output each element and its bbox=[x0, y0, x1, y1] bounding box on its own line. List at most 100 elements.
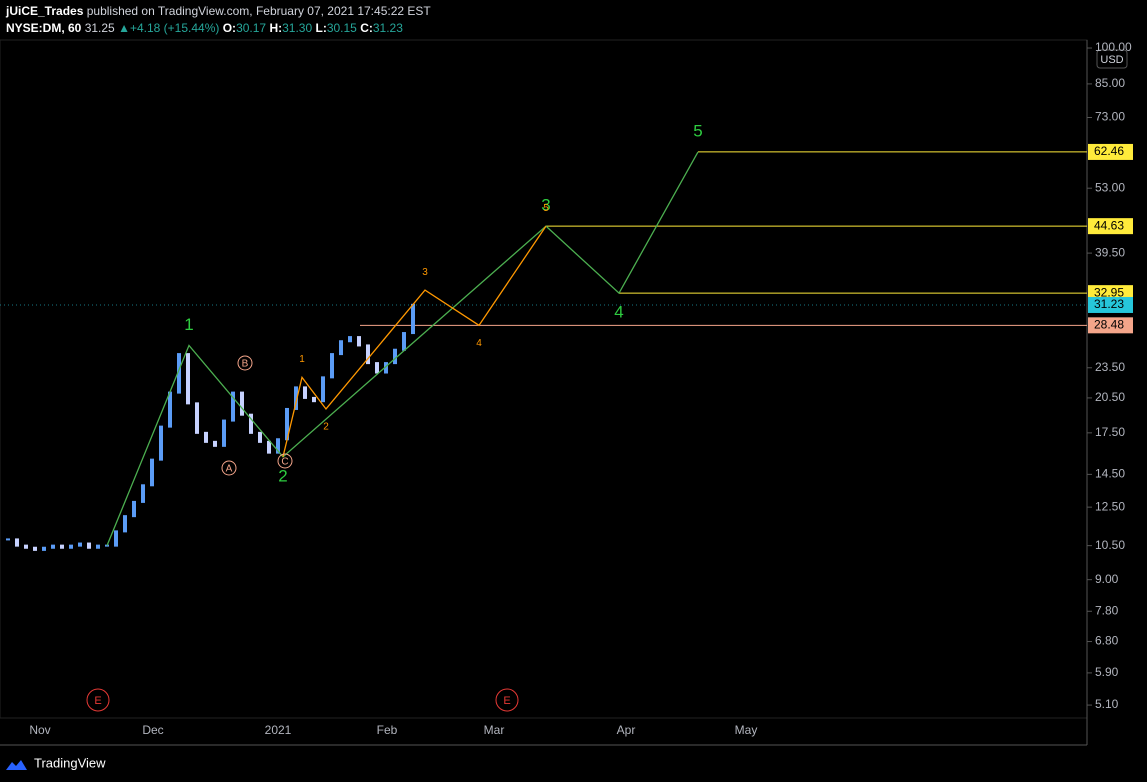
circled-label: C bbox=[281, 457, 288, 468]
candle bbox=[357, 336, 361, 347]
candle bbox=[114, 530, 118, 547]
candle bbox=[285, 407, 289, 441]
high: 31.30 bbox=[282, 21, 313, 35]
label-circle bbox=[277, 453, 293, 469]
y-tick-label: 14.50 bbox=[1095, 467, 1125, 481]
low: 30.15 bbox=[326, 21, 357, 35]
y-tick-label: 73.00 bbox=[1095, 110, 1125, 124]
label-circle bbox=[237, 355, 253, 371]
candle bbox=[231, 391, 235, 422]
candle bbox=[186, 353, 190, 405]
level-box bbox=[1088, 317, 1133, 334]
wave-label: 1 bbox=[299, 354, 305, 365]
candle bbox=[15, 538, 19, 547]
wave-label: 4 bbox=[476, 338, 482, 349]
level-label: 62.46 bbox=[1094, 144, 1124, 158]
wave-label: 5 bbox=[543, 203, 549, 214]
circled-label: E bbox=[503, 695, 510, 707]
level-label: 28.48 bbox=[1094, 317, 1124, 331]
x-tick-label: May bbox=[735, 723, 758, 737]
candle bbox=[330, 353, 334, 379]
candle bbox=[276, 438, 280, 454]
arrow: ▲ bbox=[118, 21, 130, 35]
candle bbox=[159, 425, 163, 461]
label-circle bbox=[495, 688, 519, 712]
candle bbox=[42, 546, 46, 551]
candle bbox=[312, 396, 316, 403]
y-tick-label: 5.90 bbox=[1095, 665, 1119, 679]
x-tick-label: Nov bbox=[29, 723, 50, 737]
candle bbox=[411, 303, 415, 335]
candle bbox=[141, 484, 145, 503]
candle bbox=[78, 542, 82, 547]
candle bbox=[339, 340, 343, 356]
wave-line bbox=[282, 225, 547, 457]
wave-label: 2 bbox=[278, 466, 287, 485]
author: jUiCE_Trades bbox=[6, 4, 84, 18]
y-tick-label: 6.80 bbox=[1095, 634, 1119, 648]
y-tick-label: 10.50 bbox=[1095, 538, 1125, 552]
h-label: H: bbox=[269, 21, 283, 35]
candle bbox=[6, 538, 10, 541]
wave-line bbox=[106, 151, 699, 546]
change: +4.18 (+15.44%) bbox=[129, 21, 220, 35]
candle bbox=[96, 544, 100, 549]
wave-label: 1 bbox=[184, 315, 193, 334]
candle bbox=[51, 544, 55, 549]
y-tick-label: 9.00 bbox=[1095, 572, 1119, 586]
o-label: O: bbox=[222, 21, 237, 35]
x-tick-label: 2021 bbox=[265, 723, 292, 737]
level-box bbox=[1088, 143, 1133, 160]
y-tick-label: 5.10 bbox=[1095, 697, 1119, 711]
wave-label: 2 bbox=[323, 422, 329, 433]
level-label: 31.23 bbox=[1094, 297, 1124, 311]
wave-label: 5 bbox=[693, 121, 702, 140]
y-tick-label: 20.50 bbox=[1095, 390, 1125, 404]
candle bbox=[258, 431, 262, 443]
candle bbox=[384, 362, 388, 374]
published: published on TradingView.com, February 0… bbox=[86, 4, 431, 18]
candle bbox=[168, 391, 172, 428]
circled-label: E bbox=[94, 695, 101, 707]
candle bbox=[132, 500, 136, 518]
label-circle bbox=[86, 688, 110, 712]
level-label: 44.63 bbox=[1094, 218, 1124, 232]
wave-label: 4 bbox=[614, 303, 623, 322]
logo bbox=[6, 760, 27, 770]
candle bbox=[204, 431, 208, 443]
candle bbox=[33, 546, 37, 551]
candle bbox=[240, 391, 244, 416]
circled-label: B bbox=[242, 359, 249, 370]
candle bbox=[348, 336, 352, 343]
candle bbox=[375, 362, 379, 374]
level-box bbox=[1088, 296, 1133, 313]
y-tick-label: 85.00 bbox=[1095, 76, 1125, 90]
close: 31.23 bbox=[372, 21, 403, 35]
y-tick-label: 23.50 bbox=[1095, 360, 1125, 374]
candle bbox=[393, 348, 397, 365]
candle bbox=[294, 386, 298, 410]
currency-box bbox=[1096, 49, 1128, 69]
candle bbox=[69, 544, 73, 549]
l-label: L: bbox=[315, 21, 327, 35]
open: 30.17 bbox=[236, 21, 267, 35]
wave-label: 3 bbox=[422, 267, 428, 278]
candle bbox=[249, 413, 253, 434]
footer-brand: TradingView bbox=[34, 755, 106, 770]
c-label: C: bbox=[360, 21, 373, 35]
x-tick-label: Feb bbox=[377, 723, 398, 737]
candle bbox=[123, 515, 127, 533]
currency: USD bbox=[1100, 54, 1123, 66]
y-tick-label: 100.00 bbox=[1095, 40, 1132, 54]
price-series bbox=[6, 303, 415, 551]
candle bbox=[222, 419, 226, 447]
candle bbox=[213, 440, 217, 447]
symbol: NYSE:DM, 60 bbox=[6, 21, 82, 35]
candle bbox=[87, 542, 91, 549]
candle bbox=[366, 344, 370, 365]
candle bbox=[177, 353, 181, 394]
candle bbox=[150, 458, 154, 487]
y-tick-label: 53.00 bbox=[1095, 180, 1125, 194]
label-circle bbox=[221, 460, 237, 476]
